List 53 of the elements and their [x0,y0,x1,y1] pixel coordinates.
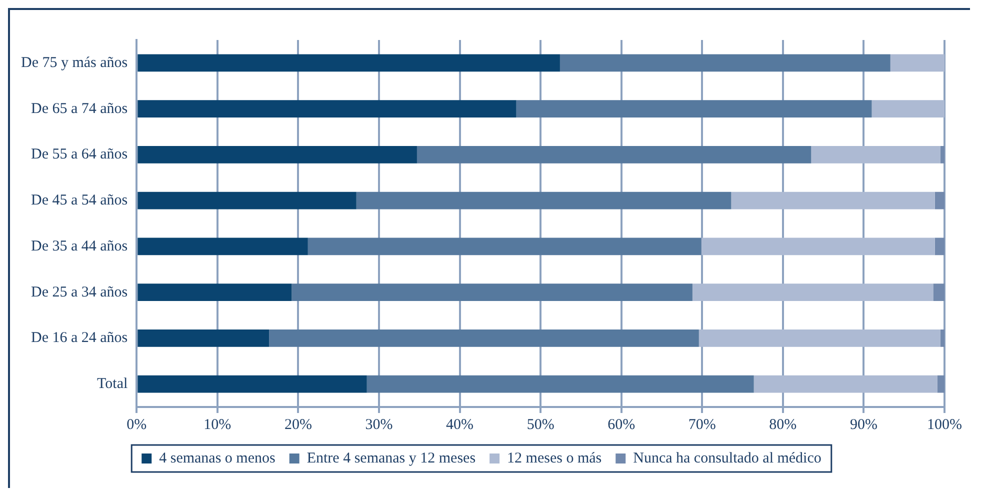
bar [934,238,945,256]
y-tick-label: De 25 a 34 años [30,284,128,300]
bar [308,238,702,256]
bar [890,54,945,72]
bar [416,146,812,164]
y-tick-label: De 75 y más años [20,54,128,71]
bar [138,100,516,118]
bar [292,284,692,302]
bar [811,146,940,164]
bar [356,192,732,210]
x-tick-label: 10% [204,416,232,433]
y-tick-label: De 65 a 74 años [30,100,128,117]
bar [269,329,699,347]
x-tick-label: 40% [446,416,474,433]
legend-label: 4 semanas o menos [159,450,276,466]
y-tick-label: De 55 a 64 años [30,146,128,163]
legend-label: Entre 4 semanas y 12 meses [306,450,476,466]
bar [138,54,560,72]
bar [937,375,945,393]
bar [516,100,872,118]
x-tick-label: 0% [126,416,147,433]
y-tick-label: De 16 a 24 años [30,330,128,346]
bar [698,329,940,347]
x-tick-label: 70% [688,416,716,433]
bar [138,329,270,347]
bar [701,238,935,256]
bar [560,54,890,72]
bar [731,192,935,210]
bar [754,375,938,393]
bar [138,238,308,256]
bar [138,375,367,393]
bar [940,329,945,347]
bar [934,192,945,210]
x-tick-label: 30% [365,416,393,433]
y-tick-label: De 35 a 44 años [30,238,128,254]
bar [692,284,934,302]
x-tick-label: 90% [850,416,878,433]
x-tick-label: 100% [927,416,962,433]
x-tick-label: 80% [769,416,797,433]
bar [138,284,292,302]
bar [138,192,356,210]
y-tick-label: Total [97,376,128,392]
bar [138,146,417,164]
bar [940,146,945,164]
bar [366,375,754,393]
y-tick-label: De 45 a 54 años [30,192,128,208]
x-tick-label: 50% [526,416,554,433]
x-tick-label: 60% [608,416,636,433]
legend-label: 12 meses o más [507,450,602,466]
x-tick-label: 20% [284,416,312,433]
legend-label: Nunca ha consultado al médico [633,450,822,466]
bar [933,284,945,302]
bar [872,100,945,118]
